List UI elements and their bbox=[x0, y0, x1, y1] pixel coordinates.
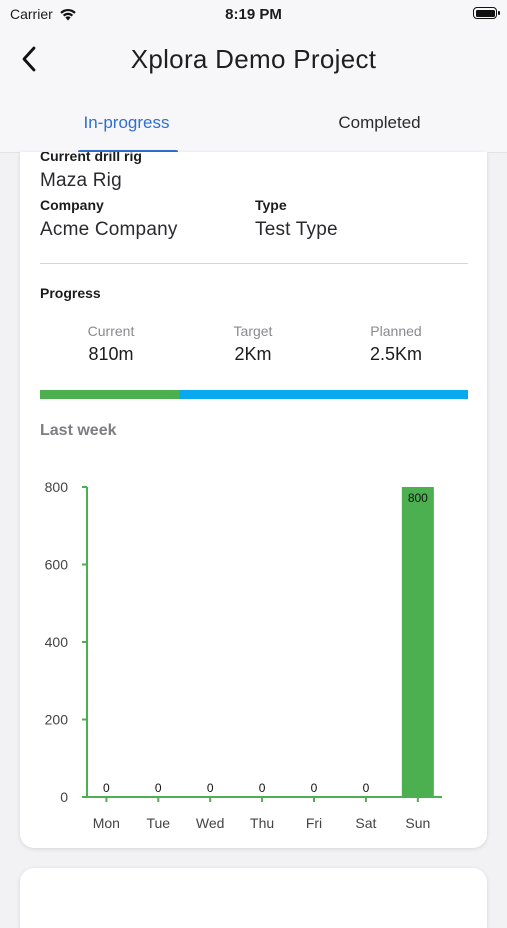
data-label: 0 bbox=[259, 781, 266, 795]
type-label: Type bbox=[255, 197, 287, 213]
tab-in-progress-label: In-progress bbox=[83, 113, 170, 132]
target-label: Target bbox=[233, 323, 273, 339]
status-bar: Carrier 8:19 PM bbox=[0, 0, 507, 28]
drill-rig-label: Current drill rig bbox=[40, 152, 142, 164]
y-tick-label: 200 bbox=[45, 712, 69, 728]
app-bar: Xplora Demo Project In-progress Complete… bbox=[0, 28, 507, 153]
y-tick-label: 0 bbox=[60, 789, 68, 805]
company-value: Acme Company bbox=[40, 219, 178, 240]
target-value: 2Km bbox=[234, 344, 272, 364]
drill-rig-value: Maza Rig bbox=[40, 170, 122, 191]
wifi-icon bbox=[60, 8, 76, 20]
planned-value: 2.5Km bbox=[369, 344, 423, 364]
bar bbox=[401, 487, 434, 797]
data-label: 0 bbox=[155, 781, 162, 795]
company-label: Company bbox=[40, 197, 104, 213]
current-label: Current bbox=[87, 323, 135, 339]
tab-bar: In-progress Completed bbox=[0, 104, 507, 153]
x-tick-label: Thu bbox=[250, 815, 274, 831]
data-label: 0 bbox=[207, 781, 214, 795]
x-tick-label: Sun bbox=[405, 815, 430, 831]
x-tick-label: Fri bbox=[306, 815, 322, 831]
x-tick-label: Mon bbox=[93, 815, 120, 831]
data-label: 0 bbox=[311, 781, 318, 795]
y-tick-label: 400 bbox=[45, 634, 69, 650]
project-card: Current drill rig Maza Rig Company Acme … bbox=[20, 152, 487, 848]
chevron-left-icon bbox=[22, 46, 36, 72]
carrier-label: Carrier bbox=[10, 6, 53, 22]
tab-in-progress[interactable]: In-progress bbox=[0, 104, 253, 153]
y-tick-label: 600 bbox=[45, 557, 69, 573]
tab-indicator bbox=[78, 150, 178, 153]
tab-completed-label: Completed bbox=[338, 113, 421, 132]
page-title: Xplora Demo Project bbox=[130, 44, 377, 74]
current-value: 810m bbox=[88, 344, 134, 364]
carrier-group: Carrier bbox=[10, 6, 77, 22]
data-label: 800 bbox=[408, 491, 428, 505]
status-time: 8:19 PM bbox=[225, 6, 282, 23]
data-label: 0 bbox=[363, 781, 370, 795]
planned-label: Planned bbox=[370, 323, 422, 339]
divider bbox=[40, 263, 468, 264]
x-tick-label: Tue bbox=[146, 815, 170, 831]
tab-completed[interactable]: Completed bbox=[253, 104, 506, 152]
next-card bbox=[20, 868, 487, 928]
data-label: 0 bbox=[103, 781, 110, 795]
progress-bar bbox=[40, 390, 468, 399]
last-week-bar-chart: 0 200 400 600 800 Mon 0 Tue 0 Wed 0 Thu 0 Fri 0 Sat 0 Sun… bbox=[45, 479, 442, 831]
progress-bar-fill bbox=[40, 390, 179, 399]
progress-label: Progress bbox=[40, 285, 101, 301]
back-button[interactable] bbox=[14, 42, 44, 76]
x-tick-label: Wed bbox=[196, 815, 225, 831]
last-week-title: Last week bbox=[40, 422, 117, 439]
y-tick-label: 800 bbox=[45, 479, 69, 495]
type-value: Test Type bbox=[255, 219, 338, 240]
x-tick-label: Sat bbox=[355, 815, 376, 831]
battery-icon bbox=[473, 7, 500, 19]
